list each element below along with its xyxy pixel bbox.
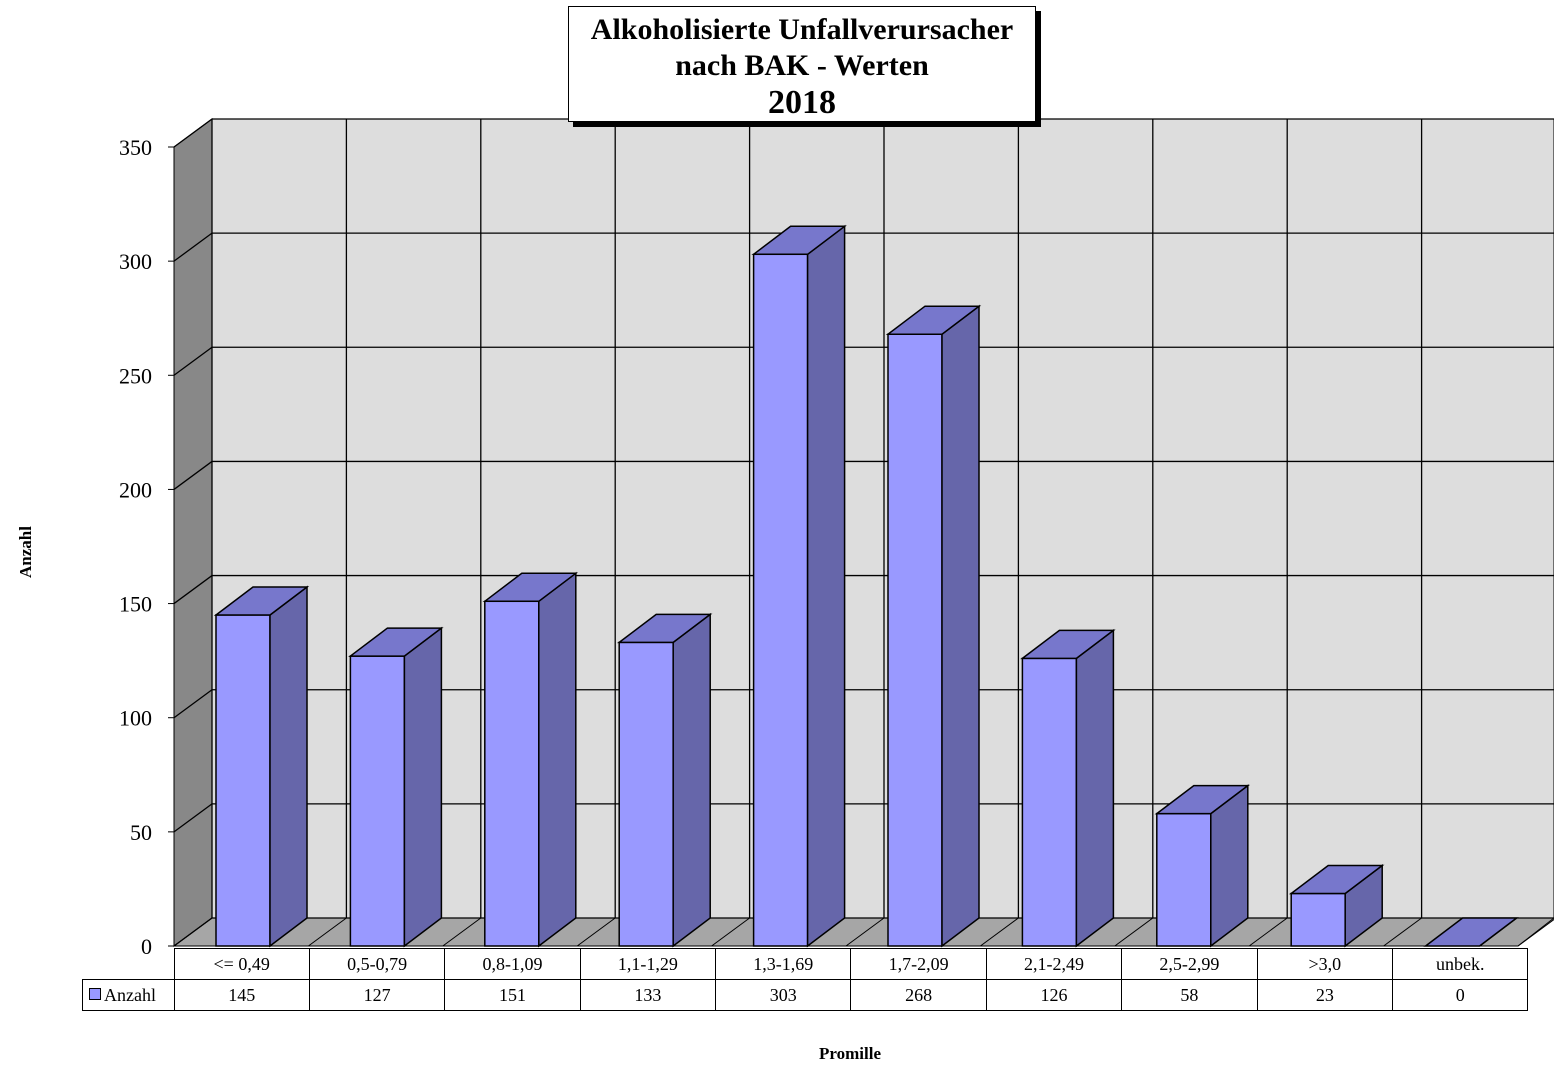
category-label: 1,3-1,69 <box>715 948 852 980</box>
bar-front <box>887 333 943 947</box>
side-wall <box>173 118 213 947</box>
data-value-label: 133 <box>579 979 717 1011</box>
data-value-label: 151 <box>444 979 581 1011</box>
data-table-corner <box>82 948 175 980</box>
bar-side <box>941 304 980 948</box>
data-value-label: 145 <box>173 979 310 1011</box>
bar-front <box>484 600 540 947</box>
bar-top <box>751 225 847 256</box>
bar-top <box>1288 864 1385 895</box>
bar <box>348 626 444 948</box>
legend-entry: Anzahl <box>82 979 175 1011</box>
bar-top <box>885 305 982 335</box>
bar <box>751 224 847 948</box>
bar-front <box>349 655 406 947</box>
floor-divider <box>711 917 750 947</box>
data-value-label: 23 <box>1256 979 1394 1011</box>
bar-top <box>616 613 713 644</box>
data-table: <= 0,49 0,5-0,79 0,8-1,09 1,1-1,29 1,3-1,69 1… <box>82 948 1529 1011</box>
floor-divider <box>845 917 885 947</box>
bar-front <box>752 253 809 947</box>
data-value-label: 303 <box>715 979 852 1011</box>
floor-divider <box>1248 917 1288 947</box>
chart-title: Alkoholisierte Unfallverursacher nach BA… <box>568 6 1036 122</box>
data-value-label: 268 <box>850 979 987 1011</box>
category-label: 0,8-1,09 <box>444 948 581 980</box>
y-tick-label: 350 <box>119 135 152 160</box>
bar-front <box>1021 657 1078 947</box>
floor-divider <box>1383 917 1422 947</box>
data-table-category-row: <= 0,49 0,5-0,79 0,8-1,09 1,1-1,29 1,3-1,69 1… <box>82 948 1529 980</box>
floor-divider <box>1517 918 1554 947</box>
category-label: <= 0,49 <box>173 948 310 980</box>
category-label: 2,1-2,49 <box>985 948 1123 980</box>
floor-divider <box>1114 917 1154 947</box>
bar-front <box>1290 892 1346 947</box>
bars <box>213 224 1519 948</box>
bar-top <box>1154 784 1251 815</box>
y-tick-label: 100 <box>119 706 152 731</box>
y-axis-ticks: 0 50 100 150 200 250 300 350 <box>119 135 175 959</box>
legend-swatch <box>89 987 101 1000</box>
bar-top <box>1423 917 1519 947</box>
category-label: 1,1-1,29 <box>579 948 717 980</box>
bar-top <box>213 586 310 616</box>
data-value-label: 0 <box>1392 979 1529 1011</box>
chart-title-line-1: Alkoholisierte Unfallverursacher <box>590 13 1014 46</box>
bar <box>213 585 310 948</box>
bar-side <box>1075 628 1115 948</box>
chart-title-year: 2018 <box>768 84 836 121</box>
y-tick-label: 200 <box>119 477 152 502</box>
bar <box>1288 863 1385 948</box>
bar-side <box>806 224 846 948</box>
y-tick-label: 0 <box>141 934 152 959</box>
bar-top <box>1020 629 1116 660</box>
x-axis-label: Promille <box>819 1044 881 1063</box>
floor-divider <box>576 917 616 947</box>
bar-front <box>1156 812 1212 947</box>
category-label: 1,7-2,09 <box>850 948 987 980</box>
bar-side <box>269 585 308 948</box>
floor-divider <box>980 917 1019 947</box>
bar-top <box>482 572 579 603</box>
floor-divider <box>308 917 347 947</box>
bar <box>885 304 982 948</box>
bar <box>1423 917 1519 947</box>
data-value-label: 127 <box>308 979 446 1011</box>
category-label: unbek. <box>1392 948 1529 980</box>
bar <box>616 612 713 948</box>
y-axis-label: Anzahl <box>16 526 35 578</box>
category-label: 2,5-2,99 <box>1121 948 1258 980</box>
legend-label: Anzahl <box>104 984 156 1005</box>
bar-side <box>538 571 577 948</box>
floor-divider <box>442 917 482 947</box>
category-label: >3,0 <box>1256 948 1394 980</box>
y-tick-label: 150 <box>119 592 152 617</box>
bar <box>1020 628 1116 948</box>
bar-side <box>672 612 711 948</box>
data-value-label: 58 <box>1121 979 1258 1011</box>
bar-side <box>403 626 443 948</box>
category-label: 0,5-0,79 <box>308 948 446 980</box>
chart-title-line-2: nach BAK - Werten <box>675 49 929 82</box>
bar-top <box>348 627 444 657</box>
y-tick-label: 250 <box>119 363 152 388</box>
y-tick-label: 50 <box>130 820 152 845</box>
bar <box>482 571 579 948</box>
bar <box>1154 784 1251 948</box>
bar-front <box>618 641 674 947</box>
data-value-label: 126 <box>985 979 1123 1011</box>
floor-divider <box>173 917 213 947</box>
data-table-value-row: Anzahl 145 127 151 133 303 268 126 58 23 0 <box>82 979 1529 1011</box>
bar-front <box>215 614 271 947</box>
y-tick-label: 300 <box>119 249 152 274</box>
